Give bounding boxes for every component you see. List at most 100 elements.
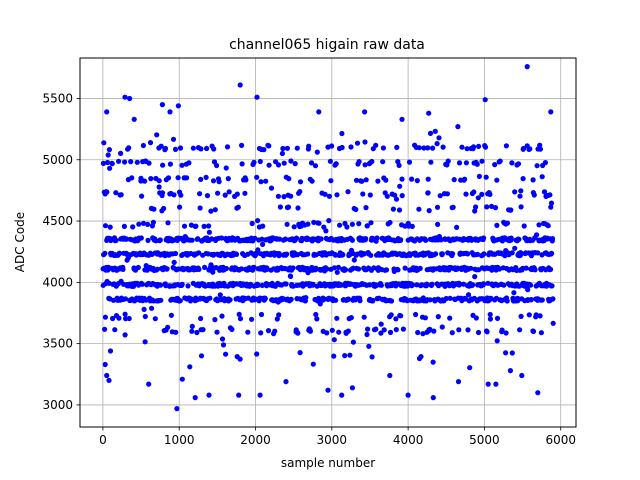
- data-point: [368, 220, 374, 226]
- data-point: [112, 327, 118, 333]
- data-point: [255, 218, 261, 224]
- data-point: [356, 221, 362, 227]
- data-point: [512, 245, 518, 251]
- data-point: [318, 236, 324, 242]
- data-point: [447, 295, 453, 301]
- data-point: [339, 130, 345, 137]
- data-point: [479, 158, 485, 164]
- data-point: [492, 205, 499, 211]
- data-point: [397, 183, 403, 189]
- data-point: [387, 372, 393, 379]
- data-point: [436, 135, 442, 141]
- data-point: [220, 342, 227, 348]
- data-point: [326, 218, 332, 224]
- data-point: [463, 160, 469, 166]
- data-point: [398, 313, 404, 319]
- data-point: [149, 305, 155, 311]
- data-point: [378, 321, 384, 327]
- data-point: [201, 223, 207, 229]
- data-point: [421, 145, 427, 151]
- data-point: [503, 350, 509, 356]
- data-point: [168, 312, 174, 318]
- data-point: [193, 223, 199, 229]
- data-point: [518, 204, 524, 210]
- data-point: [548, 200, 555, 206]
- data-point: [283, 379, 289, 385]
- data-point: [313, 311, 319, 318]
- data-point: [195, 236, 201, 242]
- data-point: [470, 144, 477, 150]
- data-point: [101, 140, 107, 146]
- data-point: [258, 179, 264, 185]
- data-point: [340, 252, 346, 258]
- data-point: [305, 221, 311, 227]
- y-tick-label: 4000: [42, 275, 73, 289]
- data-point: [209, 236, 215, 242]
- data-point: [361, 314, 367, 320]
- data-point: [471, 189, 477, 195]
- data-point: [548, 204, 554, 210]
- data-point: [210, 269, 216, 275]
- data-point: [261, 147, 267, 153]
- data-point: [109, 161, 115, 167]
- data-point: [126, 315, 132, 322]
- data-point: [348, 144, 354, 150]
- data-point: [535, 390, 541, 396]
- data-point: [483, 174, 489, 180]
- data-point: [406, 159, 413, 165]
- data-point: [465, 327, 471, 333]
- data-point: [140, 220, 147, 226]
- data-point: [274, 316, 280, 322]
- data-point: [393, 327, 399, 333]
- x-tick-label: 1000: [164, 433, 195, 447]
- data-point: [167, 161, 173, 167]
- data-point: [251, 159, 257, 165]
- data-point: [484, 329, 490, 335]
- data-point: [190, 145, 196, 151]
- data-point: [530, 328, 537, 334]
- data-point: [362, 139, 368, 145]
- data-point: [339, 392, 345, 398]
- data-point: [521, 223, 527, 229]
- data-point: [504, 298, 510, 304]
- data-point: [374, 235, 380, 241]
- data-point: [393, 316, 399, 322]
- data-point: [424, 281, 430, 287]
- data-point: [487, 316, 493, 322]
- data-point: [548, 266, 554, 272]
- data-point: [200, 327, 206, 333]
- data-point: [104, 189, 110, 195]
- data-point: [265, 328, 272, 334]
- data-point: [299, 235, 305, 241]
- data-point: [359, 178, 365, 184]
- data-point: [308, 160, 315, 166]
- data-point: [188, 296, 194, 302]
- data-point: [503, 330, 509, 336]
- data-point: [167, 109, 173, 115]
- data-point: [165, 220, 171, 226]
- data-point: [456, 160, 463, 166]
- data-point: [531, 192, 537, 198]
- data-point: [484, 204, 490, 210]
- data-point: [207, 295, 213, 301]
- data-point: [281, 160, 287, 166]
- data-point: [293, 235, 300, 241]
- data-point: [102, 250, 108, 256]
- data-point: [347, 352, 353, 358]
- data-point: [527, 146, 533, 152]
- data-point: [360, 191, 366, 197]
- data-point: [537, 142, 543, 148]
- data-point: [138, 175, 144, 181]
- data-point: [430, 145, 436, 151]
- data-point: [107, 224, 113, 230]
- data-point: [524, 64, 530, 70]
- data-point: [189, 323, 195, 329]
- data-point: [515, 161, 522, 167]
- data-point: [283, 281, 289, 287]
- data-point: [499, 327, 505, 333]
- data-point: [460, 281, 467, 287]
- data-point: [487, 311, 493, 318]
- data-point: [429, 281, 435, 287]
- data-point: [276, 312, 282, 318]
- data-point: [509, 160, 515, 166]
